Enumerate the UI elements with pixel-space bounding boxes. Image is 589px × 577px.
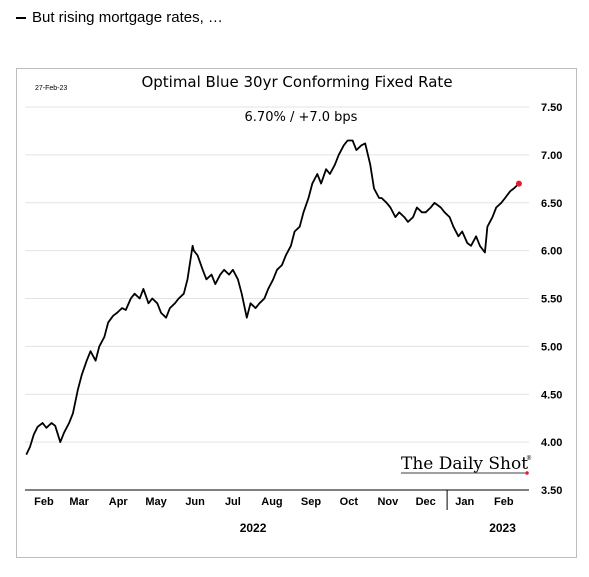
x-tick-label: Feb	[34, 496, 54, 508]
logo-text: The Daily Shot	[401, 454, 528, 474]
x-tick-label: Feb	[494, 496, 514, 508]
logo-registered-mark: ®	[526, 455, 532, 462]
y-tick-label: 4.50	[541, 389, 562, 401]
x-tick-label: Nov	[377, 496, 399, 508]
chart-subtitle: 6.70% / +7.0 bps	[245, 110, 358, 125]
chart-svg: 3.50 4.00 4.50 5.00 5.50 6.00 6.50 7.00 7.50 Feb M…	[25, 73, 562, 535]
series-line	[25, 139, 520, 455]
y-tick-label: 5.00	[541, 341, 562, 353]
date-stamp: 27-Feb-23	[35, 85, 67, 92]
y-tick-label: 5.50	[541, 294, 562, 306]
axis-layer: 3.50 4.00 4.50 5.00 5.50 6.00 6.50 7.00 7.50 Feb M…	[25, 102, 562, 535]
logo-dot	[525, 471, 529, 475]
y-tick-label: 7.50	[541, 102, 562, 114]
x-tick-label: Aug	[261, 496, 282, 508]
x-tick-label: Sep	[301, 496, 321, 508]
y-tick-label: 4.00	[541, 437, 562, 449]
x-tick-label: Dec	[416, 496, 436, 508]
x-tick-label: Jan	[455, 496, 474, 508]
x-tick-label: May	[145, 496, 167, 508]
y-tick-label: 6.50	[541, 198, 562, 210]
bullet-text: But rising mortgage rates, …	[32, 9, 223, 26]
y-tick-label: 7.00	[541, 150, 562, 162]
x-tick-label: Mar	[69, 496, 89, 508]
grid-layer	[25, 106, 529, 443]
x-tick-label: Jul	[225, 496, 241, 508]
line-layer	[25, 139, 522, 455]
x-tick-label: Apr	[109, 496, 129, 508]
bullet-dash	[16, 16, 26, 19]
x-tick-label: Jun	[185, 496, 205, 508]
x-year-label: 2023	[489, 521, 516, 535]
chart-frame: 3.50 4.00 4.50 5.00 5.50 6.00 6.50 7.00 7.50 Feb M…	[16, 68, 577, 558]
x-year-label: 2022	[240, 521, 267, 535]
x-tick-label: Oct	[340, 496, 359, 508]
y-tick-label: 3.50	[541, 485, 562, 497]
y-tick-label: 6.00	[541, 246, 562, 258]
bullet-caption: But rising mortgage rates, …	[16, 9, 223, 26]
chart-title: Optimal Blue 30yr Conforming Fixed Rate	[141, 73, 452, 91]
last-value-marker	[515, 180, 522, 187]
